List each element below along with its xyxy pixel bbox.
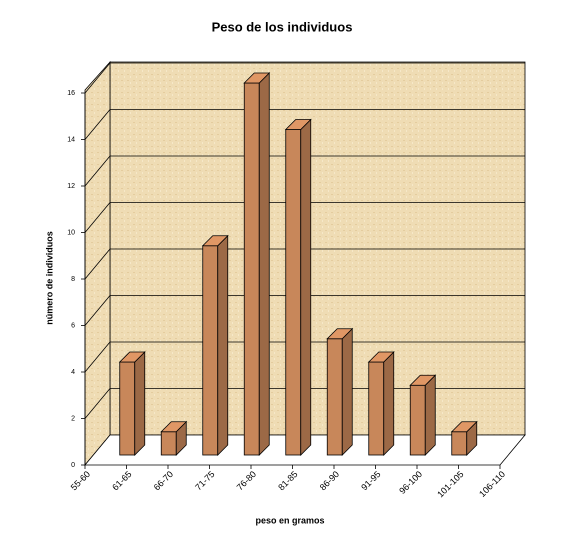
grid-line [84,388,111,419]
grid-line [84,109,111,140]
x-tick-label: 71-75 [193,469,216,492]
chart-title: Peso de los individuos [212,19,353,34]
bar-top [118,351,146,363]
x-tick-label: 96-100 [397,469,424,496]
bar-front [285,129,302,456]
x-tick-label: 66-70 [152,469,175,492]
y-tick-label: 2 [71,415,75,422]
bar-front [202,245,219,456]
y-tick-label: 6 [71,322,75,329]
y-tick-label: 14 [67,136,75,143]
y-tick-label: 16 [67,90,75,97]
bar-top [160,421,188,433]
x-tick-label: 61-65 [110,469,133,492]
y-tick-label: 0 [71,462,75,469]
y-tick-label: 8 [71,276,75,283]
back-wall [109,61,526,436]
bar-front [160,431,177,456]
bar-side [217,234,229,456]
x-tick-label: 86-90 [318,469,341,492]
bar-top [243,72,271,84]
y-tick-label: 10 [67,229,75,236]
bar-top [284,119,312,130]
bar-side [134,351,146,456]
x-axis-label: peso en gramos [255,515,324,525]
bar-top [201,235,229,247]
bar-top [367,351,395,363]
bar-top [326,328,354,340]
x-tick-label: 101-105 [435,469,465,499]
bar-front [326,338,343,456]
bar-front [451,431,468,456]
x-tick-label: 76-80 [235,469,258,492]
x-tick-label: 81-85 [276,469,299,492]
x-tick-label: 55-60 [69,469,92,492]
bar-side [424,374,436,456]
grid-line [84,62,111,94]
bar-side [341,327,353,456]
bar-side [258,72,270,456]
bar-side [383,351,395,456]
grid-line [84,341,111,373]
bar-front [243,82,260,456]
y-axis-label: número de individuos [44,231,54,325]
bar-top [450,421,478,433]
x-tick-label: 106-110 [477,469,507,499]
grid-line [84,155,111,187]
bar-top [409,374,437,386]
bar-front [409,384,426,456]
bar-front [368,361,385,456]
grid-line [84,295,111,326]
y-tick-label: 12 [67,183,75,190]
bar-side [300,118,312,456]
x-tick-label: 91-95 [359,469,382,492]
bar-front [119,361,136,456]
y-tick-label: 4 [71,369,75,376]
grid-line [84,248,111,280]
grid-line [84,202,111,233]
